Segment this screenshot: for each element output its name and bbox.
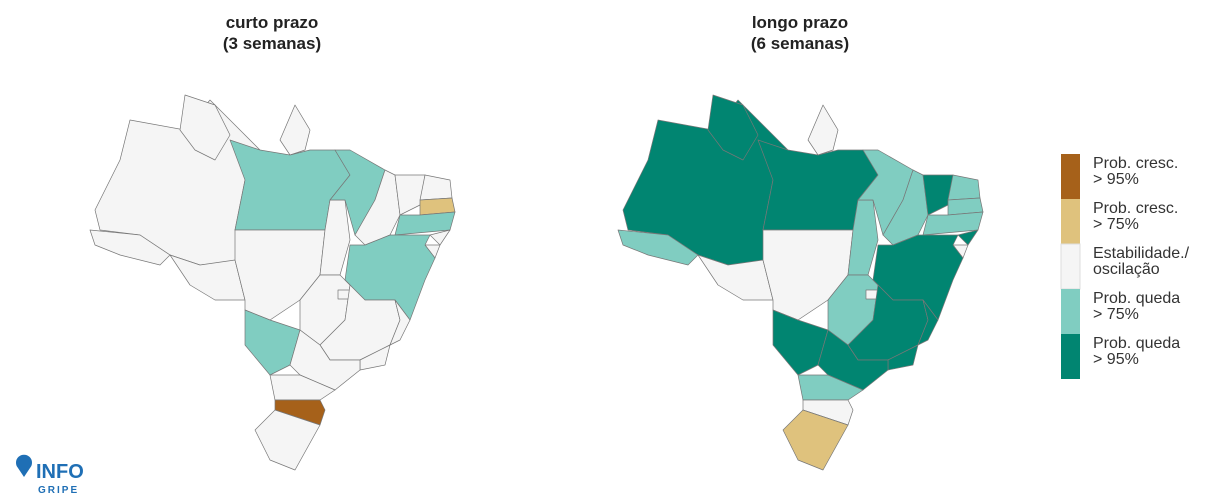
legend-label: oscilação <box>1093 261 1160 278</box>
state-region <box>254 409 321 471</box>
state-region <box>807 104 839 156</box>
map-title: longo prazo <box>752 13 848 32</box>
state-region <box>234 229 326 321</box>
state-region <box>394 211 456 236</box>
state-region <box>782 409 849 471</box>
map: curto prazo (3 semanas) <box>89 13 456 471</box>
legend-swatch <box>1061 289 1080 334</box>
state-region <box>279 104 311 156</box>
state-region <box>797 374 864 401</box>
state-region <box>419 174 453 201</box>
legend-label: Prob. cresc. <box>1093 200 1178 217</box>
legend-label: Estabilidade./ <box>1093 245 1190 262</box>
state-region <box>957 229 979 246</box>
state-region <box>429 229 451 246</box>
state-region <box>179 94 231 161</box>
logo-icon <box>16 454 32 477</box>
logo-text: INFO <box>36 461 84 483</box>
state-region <box>817 329 889 391</box>
map-title: curto prazo <box>226 13 319 32</box>
legend-label: Prob. queda <box>1093 335 1180 352</box>
legend-swatch <box>1061 154 1080 199</box>
legend-swatch <box>1061 199 1080 244</box>
state-region <box>707 94 759 161</box>
legend-label: Prob. cresc. <box>1093 155 1178 172</box>
logo-subtext: GRIPE <box>38 485 79 496</box>
state-region <box>389 299 411 346</box>
legend-label: Prob. queda <box>1093 290 1180 307</box>
map: longo prazo (6 semanas) <box>617 13 984 471</box>
state-region <box>617 229 699 266</box>
state-region <box>269 374 336 401</box>
legend-swatch <box>1060 243 1081 290</box>
state-region <box>917 299 939 346</box>
map-title: (6 semanas) <box>751 34 849 53</box>
state-region <box>289 329 361 391</box>
state-region <box>762 229 854 321</box>
state-region <box>922 211 984 236</box>
legend-label: > 75% <box>1093 216 1139 233</box>
state-region <box>947 174 981 201</box>
legend-label: > 75% <box>1093 306 1139 323</box>
legend-swatch <box>1061 334 1080 379</box>
state-region <box>89 229 171 266</box>
legend-label: > 95% <box>1093 351 1139 368</box>
map-title: (3 semanas) <box>223 34 321 53</box>
legend-label: > 95% <box>1093 171 1139 188</box>
